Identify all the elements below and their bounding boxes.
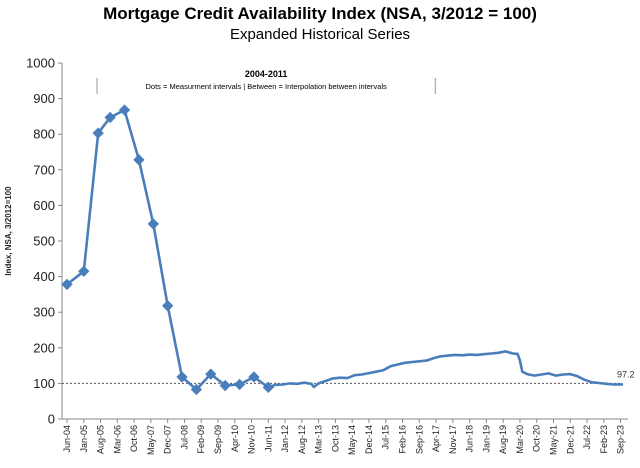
x-tick-label: Sep-23 <box>616 425 626 454</box>
y-tick-label: 900 <box>33 91 55 106</box>
annotation-title: 2004-2011 <box>245 69 288 79</box>
x-tick-label: Oct-20 <box>532 425 542 452</box>
y-tick-label: 200 <box>33 340 55 355</box>
y-tick-label: 400 <box>33 269 55 284</box>
x-tick-label: May-21 <box>549 425 559 455</box>
data-point-marker <box>262 381 274 393</box>
y-tick-label: 300 <box>33 305 55 320</box>
x-tick-label: Jun-11 <box>263 425 273 452</box>
y-tick-label: 1000 <box>26 56 55 71</box>
x-tick-label: Jul-22 <box>582 425 592 450</box>
data-point-marker <box>161 300 174 312</box>
x-tick-label: Apr-17 <box>431 425 441 452</box>
data-point-marker <box>233 378 246 391</box>
x-axis: Jun-04 Jan-05 Aug-05 Mar-06 Oct-06 May-07 Dec-… <box>62 418 628 455</box>
data-point-marker <box>205 368 217 380</box>
end-value-label: 97.2 <box>617 369 635 379</box>
series-layer: 97.2 <box>61 104 635 396</box>
x-tick-label: Jun-18 <box>465 425 475 453</box>
x-tick-label: Sep-16 <box>414 425 424 454</box>
x-tick-label: Jun-04 <box>62 425 72 453</box>
x-tick-label: Apr-10 <box>230 425 240 452</box>
chart-subtitle: Expanded Historical Series <box>229 26 411 43</box>
x-tick-label: Dec-21 <box>565 425 575 454</box>
x-tick-label: Feb-09 <box>196 425 206 454</box>
annotation-text: Dots = Measurment intervals | Between = … <box>146 82 387 91</box>
x-tick-label: Mar-06 <box>112 425 122 454</box>
y-tick-label: 800 <box>33 127 55 142</box>
x-tick-label: Nov-17 <box>448 425 458 454</box>
data-point-marker <box>133 154 145 166</box>
x-tick-label: Aug-12 <box>297 425 307 454</box>
x-tick-label: May-14 <box>347 425 357 455</box>
x-tick-label: Jan-12 <box>280 425 290 453</box>
x-tick-label: Jan-19 <box>481 425 491 453</box>
data-point-marker <box>219 379 231 392</box>
x-tick-label: Sep-09 <box>213 425 223 454</box>
y-tick-label: 100 <box>33 376 55 391</box>
y-tick-label: 700 <box>33 162 55 177</box>
y-tick-label: 600 <box>33 198 55 213</box>
x-tick-label: Jul-15 <box>381 425 391 450</box>
x-tick-label: Aug-19 <box>498 425 508 454</box>
data-point-marker <box>190 383 203 396</box>
series-line <box>66 108 624 391</box>
data-point-marker <box>118 104 131 116</box>
x-tick-label: Nov-10 <box>247 425 257 454</box>
x-tick-label: Mar-13 <box>314 425 324 454</box>
y-axis: 0 100 200 300 400 500 600 700 800 900 1000 <box>26 56 63 427</box>
x-tick-label: Oct-06 <box>129 425 139 452</box>
data-point-marker <box>248 371 260 383</box>
x-tick-label: Dec-14 <box>364 425 374 454</box>
y-axis-label: Index, NSA, 3/2012=100 <box>4 186 13 276</box>
x-tick-label: Feb-23 <box>599 425 609 454</box>
x-tick-label: Dec-07 <box>163 425 173 454</box>
x-tick-label: Aug-05 <box>96 425 106 454</box>
x-tick-label: Jan-05 <box>79 425 89 453</box>
x-tick-label: Feb-16 <box>398 425 408 454</box>
x-tick-label: May-07 <box>146 425 156 455</box>
data-point-marker <box>176 371 188 383</box>
annotation: 2004-2011 Dots = Measurment intervals | B… <box>96 69 436 94</box>
chart-title: Mortgage Credit Availability Index (NSA,… <box>103 4 537 23</box>
y-tick-label: 0 <box>48 412 55 427</box>
y-tick-label: 500 <box>33 234 55 249</box>
x-tick-label: Jul-08 <box>179 425 189 450</box>
data-point-marker <box>147 218 159 230</box>
x-tick-label: Oct-13 <box>330 425 340 452</box>
x-tick-label: Mar-20 <box>515 425 525 454</box>
